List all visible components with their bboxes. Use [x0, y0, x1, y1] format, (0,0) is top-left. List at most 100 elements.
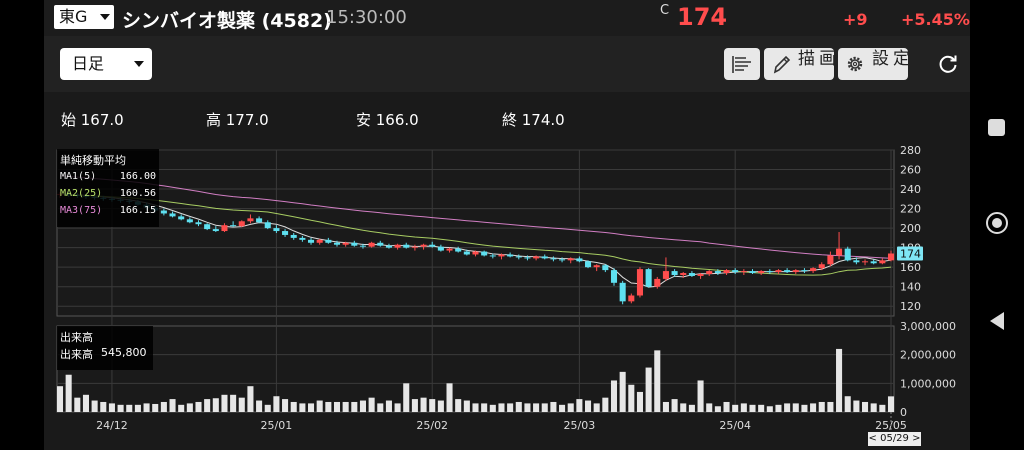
- volume-bar: [740, 403, 747, 412]
- candle-body: [610, 270, 618, 283]
- chart-toolbar: 日足 描画: [44, 36, 970, 92]
- candle-body: [766, 271, 773, 273]
- volume-bar: [282, 399, 289, 412]
- date-tick-label: 25/02: [416, 419, 448, 432]
- volume-bar: [524, 403, 531, 412]
- candle-body: [186, 219, 193, 223]
- candle-body: [870, 261, 877, 264]
- current-date-label[interactable]: < 05/29 >: [868, 432, 921, 446]
- volume-bar: [437, 400, 444, 412]
- volume-bar: [411, 399, 418, 412]
- candle-body: [238, 221, 245, 227]
- ma-legend-row: MA3(75) 166.15: [60, 205, 156, 216]
- volume-bar: [351, 401, 358, 412]
- ma-legend-row: MA1(5) 166.00: [60, 171, 156, 182]
- volume-bar: [836, 348, 843, 412]
- list-icon: [732, 56, 751, 73]
- date-tick-label: 25/01: [261, 419, 293, 432]
- stock-name: シンバイオ製薬 (4582): [122, 10, 332, 32]
- volume-bar: [654, 350, 661, 412]
- candle-body: [178, 216, 185, 220]
- volume-bar: [801, 404, 808, 412]
- candle-body: [671, 271, 678, 275]
- candle-body: [489, 255, 496, 257]
- period-label: 日足: [72, 54, 105, 73]
- candle-body: [541, 256, 548, 259]
- candle-body: [160, 210, 167, 214]
- volume-bar: [368, 397, 375, 412]
- candle-body: [602, 265, 609, 271]
- volume-legend: 出来高 出来高 545,800: [57, 326, 153, 370]
- market-select[interactable]: 東G: [54, 5, 114, 29]
- ma-value: 166.15: [119, 205, 156, 216]
- ma2-line: [59, 193, 892, 276]
- settings-label: 設定: [872, 49, 908, 69]
- volume-bar: [429, 399, 436, 412]
- price-tick-label: 140: [900, 281, 921, 294]
- header-bar: 東G シンバイオ製薬 (4582) 15:30:00 C 174 +9 +5.4…: [44, 0, 970, 36]
- volume-bar: [212, 398, 219, 412]
- candle-body: [333, 242, 341, 245]
- price-marker: [897, 246, 923, 261]
- candle-body: [818, 264, 825, 269]
- home-icon[interactable]: [986, 212, 1008, 234]
- ma3-line: [59, 175, 892, 259]
- volume-legend-value: 545,800: [101, 346, 147, 359]
- gear-icon: [847, 56, 863, 72]
- candle-body: [628, 295, 635, 302]
- candle-body: [472, 251, 479, 255]
- candle-body: [342, 242, 349, 245]
- volume-bar: [576, 399, 583, 412]
- period-select[interactable]: 日足: [60, 48, 152, 80]
- ohlc-row: 始 167.0 高 177.0 安 166.0 終 174.0: [44, 92, 970, 146]
- volume-bar: [507, 403, 514, 412]
- volume-legend-title: 出来高: [60, 331, 93, 344]
- settings-button[interactable]: 設定: [838, 48, 908, 80]
- candle-body: [784, 270, 791, 273]
- candle-body: [264, 222, 271, 229]
- candle-body: [385, 245, 392, 248]
- volume-bar: [697, 380, 704, 412]
- volume-legend-label: 出来高: [60, 348, 93, 361]
- candle-body: [455, 248, 462, 252]
- candle-body: [879, 260, 886, 264]
- draw-button[interactable]: 描画: [764, 48, 834, 80]
- volume-bar: [316, 400, 323, 412]
- candle-body: [723, 270, 730, 274]
- candle-body: [377, 242, 384, 246]
- volume-bar: [385, 400, 392, 412]
- volume-bar: [879, 404, 886, 412]
- volume-bar: [169, 399, 176, 412]
- candlestick-chart[interactable]: 12014016018020022024026028001,000,0002,0…: [44, 146, 970, 450]
- candle-body: [567, 258, 574, 261]
- volume-bar: [56, 386, 64, 412]
- candle-body: [680, 273, 687, 275]
- volume-bar: [420, 397, 427, 412]
- open-value: 始 167.0: [61, 111, 124, 129]
- low-value: 安 166.0: [356, 111, 419, 129]
- candle-body: [593, 265, 600, 268]
- back-icon[interactable]: [990, 312, 1004, 330]
- candle-body: [732, 270, 739, 273]
- candle-body: [256, 218, 263, 223]
- volume-bar: [178, 404, 185, 412]
- candle-body: [169, 213, 176, 217]
- volume-bar: [100, 401, 107, 412]
- volume-bar: [126, 404, 133, 412]
- recents-icon[interactable]: [988, 119, 1005, 136]
- volume-bar: [533, 403, 540, 412]
- price-tick-label: 120: [900, 300, 921, 313]
- volume-bar: [749, 404, 756, 412]
- volume-bar: [264, 404, 271, 412]
- price-change: +9: [843, 10, 868, 29]
- volume-bar: [636, 391, 643, 412]
- candle-body: [299, 237, 306, 240]
- volume-bar: [827, 401, 834, 412]
- indicator-list-button[interactable]: [724, 48, 760, 80]
- candle-body: [403, 244, 410, 248]
- volume-bar: [619, 371, 626, 412]
- ma-legend-row: MA2(25) 160.56: [60, 188, 156, 199]
- candle-body: [463, 251, 470, 255]
- refresh-icon[interactable]: [936, 52, 960, 76]
- candle-body: [247, 218, 254, 222]
